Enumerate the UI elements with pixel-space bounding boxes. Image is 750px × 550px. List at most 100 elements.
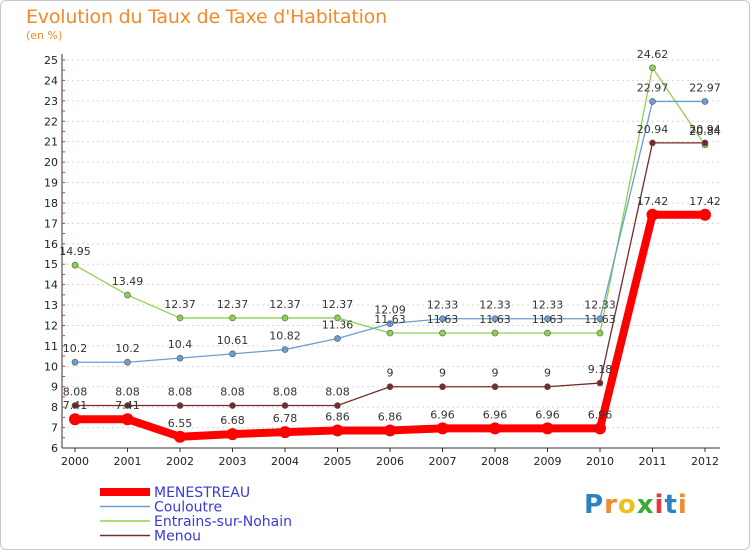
data-point xyxy=(596,379,604,387)
y-tick-label: 24 xyxy=(44,74,58,87)
data-label: 6.96 xyxy=(535,408,560,421)
data-label: 6.96 xyxy=(588,408,613,421)
data-label: 12.37 xyxy=(217,298,249,311)
data-point xyxy=(229,314,236,322)
data-label: 13.49 xyxy=(112,275,144,288)
x-tick-label: 2004 xyxy=(271,455,299,468)
series-line-2 xyxy=(74,67,706,334)
data-label: 12.33 xyxy=(479,299,511,312)
x-tick-label: 2005 xyxy=(324,455,352,468)
data-point xyxy=(436,422,449,435)
data-label: 22.97 xyxy=(637,81,669,94)
data-point xyxy=(491,315,499,323)
data-label: 6.96 xyxy=(430,408,455,421)
data-label: 11.63 xyxy=(479,313,511,326)
data-point xyxy=(334,402,341,409)
data-label: 11.63 xyxy=(427,313,459,326)
data-label: 24.62 xyxy=(637,48,669,61)
y-tick-label: 12 xyxy=(44,319,58,332)
data-label: 10.61 xyxy=(217,334,249,347)
data-label: 9 xyxy=(387,367,394,380)
data-label: 12.33 xyxy=(532,299,564,312)
data-label: 22.97 xyxy=(689,81,721,94)
y-tick-label: 17 xyxy=(44,217,58,230)
y-tick-label: 19 xyxy=(44,177,58,190)
data-point xyxy=(229,350,236,358)
data-point xyxy=(281,314,289,322)
y-tick-label: 23 xyxy=(44,95,58,108)
data-point xyxy=(281,402,289,409)
data-point xyxy=(701,98,709,105)
data-point xyxy=(71,358,79,366)
data-point xyxy=(594,422,606,435)
x-tick-label: 2009 xyxy=(534,455,562,468)
data-point xyxy=(439,383,446,391)
x-tick-label: 2000 xyxy=(61,455,89,468)
data-label: 7.41 xyxy=(115,399,140,412)
data-point xyxy=(544,315,551,323)
y-tick-label: 16 xyxy=(44,238,58,251)
y-tick-label: 9 xyxy=(51,381,58,394)
data-point xyxy=(491,329,499,337)
data-label: 20.94 xyxy=(689,123,721,136)
data-label: 17.42 xyxy=(689,195,721,208)
data-point xyxy=(69,413,81,426)
data-point xyxy=(71,261,79,269)
y-tick-label: 6 xyxy=(51,442,58,455)
chart-title: Evolution du Taux de Taxe d'Habitation xyxy=(26,6,387,28)
data-label: 6.55 xyxy=(168,417,193,430)
data-label: 12.33 xyxy=(584,299,616,312)
y-tick-label: 22 xyxy=(44,115,58,128)
data-label: 6.86 xyxy=(325,410,350,423)
data-point xyxy=(439,315,446,323)
data-point xyxy=(124,402,131,409)
data-point xyxy=(489,422,501,435)
y-tick-label: 25 xyxy=(44,54,58,67)
chart-subtitle: (en %) xyxy=(26,29,63,42)
data-label: 11.63 xyxy=(374,313,406,326)
data-label: 11.63 xyxy=(532,313,564,326)
x-tick-label: 2007 xyxy=(429,455,457,468)
proxiti-logo: Proxiti xyxy=(584,490,688,520)
data-label: 8.08 xyxy=(115,386,140,399)
x-tick-label: 2011 xyxy=(639,455,667,468)
data-label: 6.68 xyxy=(220,414,245,427)
data-label: 6.78 xyxy=(273,412,298,425)
logo-letter: r xyxy=(604,490,618,520)
legend: MENESTREAUCouloutreEntrains-sur-NohainMe… xyxy=(100,485,292,545)
x-tick-label: 2006 xyxy=(376,455,404,468)
data-point xyxy=(121,413,134,426)
logo-letter: t xyxy=(664,490,678,520)
data-label: 10.82 xyxy=(269,330,301,343)
x-tick-label: 2008 xyxy=(481,455,509,468)
data-point xyxy=(124,358,131,366)
data-point xyxy=(491,383,499,391)
y-tick-label: 15 xyxy=(44,258,58,271)
data-point xyxy=(649,139,656,147)
x-tick-label: 2010 xyxy=(586,455,614,468)
data-label: 12.37 xyxy=(164,298,196,311)
x-tick-label: 2002 xyxy=(166,455,194,468)
y-tick-label: 21 xyxy=(44,136,58,149)
data-point xyxy=(649,98,656,105)
y-tick-label: 14 xyxy=(44,279,58,292)
data-point xyxy=(279,426,291,439)
logo-letter: o xyxy=(617,490,637,520)
data-label: 12.37 xyxy=(269,298,301,311)
data-point xyxy=(596,329,604,337)
data-label: 6.86 xyxy=(378,410,403,423)
legend-label: Menou xyxy=(154,529,201,545)
x-tick-label: 2001 xyxy=(114,455,142,468)
y-tick-label: 18 xyxy=(44,197,58,210)
data-point xyxy=(229,402,236,409)
data-point xyxy=(384,424,396,437)
data-point xyxy=(646,208,659,221)
data-point xyxy=(541,422,554,435)
data-label: 14.95 xyxy=(59,245,91,258)
data-label: 7.41 xyxy=(63,399,88,412)
data-point xyxy=(176,354,184,362)
data-point xyxy=(699,208,711,221)
y-tick-label: 10 xyxy=(44,360,58,373)
y-tick-label: 8 xyxy=(51,401,58,414)
